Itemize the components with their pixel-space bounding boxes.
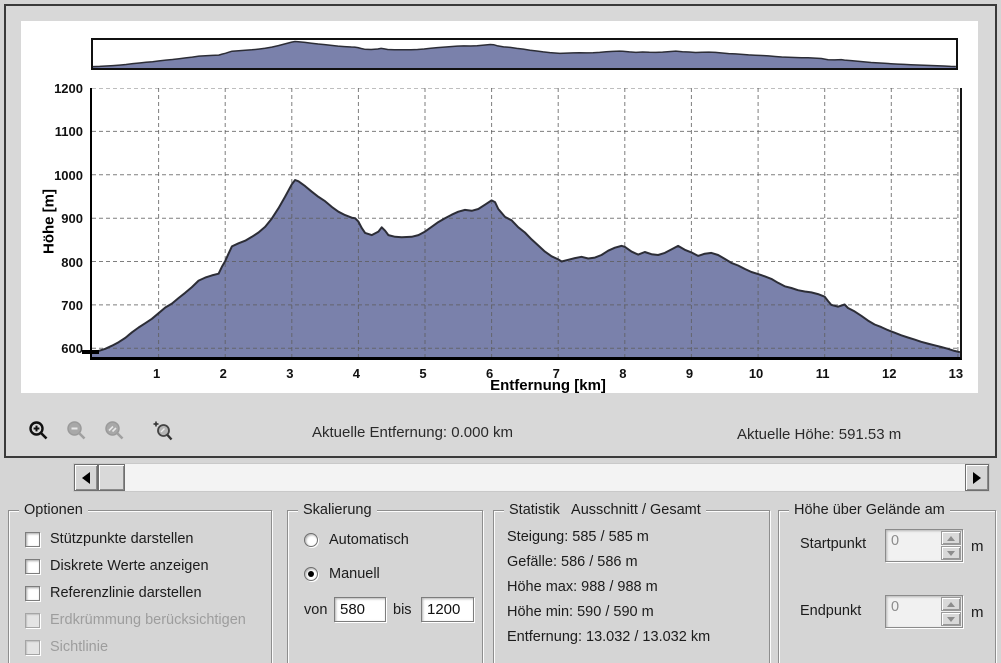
skalierung-groupbox: Skalierung Automatisch Manuell von bis — [287, 502, 483, 663]
up-arrow-icon — [947, 601, 955, 607]
endpunkt-label: Endpunkt — [800, 603, 862, 619]
startpunkt-unit: m — [971, 538, 984, 555]
profile-frame: Höhe [m] Entfernung [km] 600 700 800 900 100… — [4, 4, 997, 458]
zoom-out-button[interactable] — [66, 420, 88, 447]
up-arrow-icon — [947, 535, 955, 541]
bis-label: bis — [393, 602, 412, 618]
horizontal-scrollbar[interactable] — [73, 463, 990, 492]
zoom-in-icon — [29, 421, 48, 440]
scrollbar-thumb[interactable] — [98, 464, 125, 491]
option-referenzlinie[interactable]: Referenzlinie darstellen — [25, 584, 202, 602]
option-sichtlinie: Sichtlinie — [25, 638, 108, 656]
endpunkt-spinner[interactable]: 0 — [885, 595, 963, 628]
current-position-marker[interactable] — [82, 350, 99, 354]
x-axis-title: Entfernung [km] — [490, 377, 606, 394]
radio-row-manuell[interactable]: Manuell — [304, 565, 380, 583]
scroll-left-button[interactable] — [74, 464, 98, 491]
right-arrow-icon — [973, 471, 981, 484]
x-tick-label: 1 — [152, 366, 161, 381]
endpunkt-value: 0 — [891, 599, 900, 615]
statistik-title: Statistik Ausschnitt / Gesamt — [504, 502, 706, 518]
y-tick-label: 1000 — [54, 167, 83, 183]
automatisch-label: Automatisch — [329, 532, 409, 548]
startpunkt-value: 0 — [891, 533, 900, 549]
referenzlinie-checkbox[interactable] — [25, 585, 40, 601]
x-tick-label: 10 — [748, 366, 764, 381]
overview-profile-area — [93, 40, 956, 68]
current-distance-label: Aktuelle Entfernung: 0.000 km — [312, 424, 513, 441]
x-tick-label: 9 — [685, 366, 694, 381]
endpunkt-up-button[interactable] — [941, 597, 961, 611]
down-arrow-icon — [947, 616, 955, 622]
hoehe-min-value: Höhe min: 590 / 590 m — [507, 604, 654, 620]
manuell-radio[interactable] — [304, 567, 318, 581]
optionen-title: Optionen — [19, 502, 88, 518]
x-tick-label: 11 — [815, 366, 830, 381]
stuetzpunkte-label: Stützpunkte darstellen — [50, 531, 194, 547]
elevation-profile-area — [92, 88, 960, 357]
y-tick-label: 1200 — [54, 81, 83, 96]
y-tick-label: 700 — [61, 297, 83, 313]
referenzlinie-label: Referenzlinie darstellen — [50, 585, 202, 601]
startpunkt-down-button[interactable] — [941, 546, 961, 560]
diskrete-werte-label: Diskrete Werte anzeigen — [50, 558, 209, 574]
y-tick-label: 900 — [61, 211, 83, 227]
current-elevation-label: Aktuelle Höhe: 591.53 m — [737, 426, 902, 443]
gelaende-title: Höhe über Gelände am — [789, 502, 950, 518]
diskrete-werte-checkbox[interactable] — [25, 558, 40, 574]
zoom-out-icon — [67, 421, 86, 440]
zoom-in-button[interactable] — [28, 420, 50, 447]
startpunkt-label: Startpunkt — [800, 536, 867, 552]
y-tick-label: 800 — [61, 254, 83, 270]
steigung-value: Steigung: 585 / 585 m — [507, 529, 649, 545]
x-tick-label: 4 — [352, 366, 361, 381]
x-tick-label: 13 — [948, 366, 964, 381]
stuetzpunkte-checkbox[interactable] — [25, 531, 40, 547]
optionen-groupbox: Optionen Stützpunkte darstellen Diskrete… — [8, 502, 272, 663]
von-input[interactable] — [334, 597, 386, 622]
x-tick-label: 3 — [286, 366, 294, 381]
elevation-plot-area[interactable] — [90, 88, 962, 360]
endpunkt-unit: m — [971, 604, 984, 621]
x-tick-label: 8 — [619, 366, 627, 381]
x-tick-label: 5 — [419, 366, 427, 381]
manuell-label: Manuell — [329, 566, 380, 582]
x-tick-label: 12 — [882, 366, 897, 381]
chart-panel: Höhe [m] Entfernung [km] 600 700 800 900 100… — [21, 21, 978, 394]
startpunkt-up-button[interactable] — [941, 531, 961, 545]
von-label: von — [304, 602, 328, 618]
option-stuetzpunkte[interactable]: Stützpunkte darstellen — [25, 530, 193, 548]
zoom-previous-icon — [105, 421, 124, 440]
scroll-right-button[interactable] — [965, 464, 989, 491]
gelaende-groupbox: Höhe über Gelände am Startpunkt 0 m Endp… — [778, 502, 996, 663]
left-arrow-icon — [82, 471, 90, 484]
option-erdkruemmung: Erdkrümmung berücksichtigen — [25, 611, 246, 629]
x-tick-label: 7 — [552, 366, 560, 381]
x-tick-label: 2 — [219, 366, 227, 381]
zoom-previous-button[interactable] — [104, 420, 126, 447]
down-arrow-icon — [947, 550, 955, 556]
gefaelle-value: Gefälle: 586 / 586 m — [507, 554, 638, 570]
hoehe-max-value: Höhe max: 988 / 988 m — [507, 579, 658, 595]
overview-minimap-chart[interactable] — [91, 38, 958, 70]
erdkruemmung-label: Erdkrümmung berücksichtigen — [50, 612, 246, 628]
skalierung-title: Skalierung — [298, 502, 377, 518]
zoom-region-button[interactable] — [152, 420, 174, 447]
y-tick-label: 1100 — [54, 124, 83, 140]
x-tick-label: 6 — [486, 366, 494, 381]
zoom-region-icon — [153, 421, 173, 441]
entfernung-value: Entfernung: 13.032 / 13.032 km — [507, 629, 711, 645]
radio-row-automatisch[interactable]: Automatisch — [304, 531, 409, 549]
option-diskrete-werte[interactable]: Diskrete Werte anzeigen — [25, 557, 209, 575]
statistik-groupbox: Statistik Ausschnitt / Gesamt Steigung: … — [493, 502, 770, 663]
sichtlinie-checkbox[interactable] — [25, 639, 40, 655]
endpunkt-down-button[interactable] — [941, 612, 961, 626]
sichtlinie-label: Sichtlinie — [50, 639, 109, 655]
startpunkt-spinner[interactable]: 0 — [885, 529, 963, 562]
y-tick-label: 600 — [61, 341, 83, 357]
erdkruemmung-checkbox[interactable] — [25, 612, 40, 628]
bis-input[interactable] — [421, 597, 474, 622]
automatisch-radio[interactable] — [304, 533, 318, 547]
